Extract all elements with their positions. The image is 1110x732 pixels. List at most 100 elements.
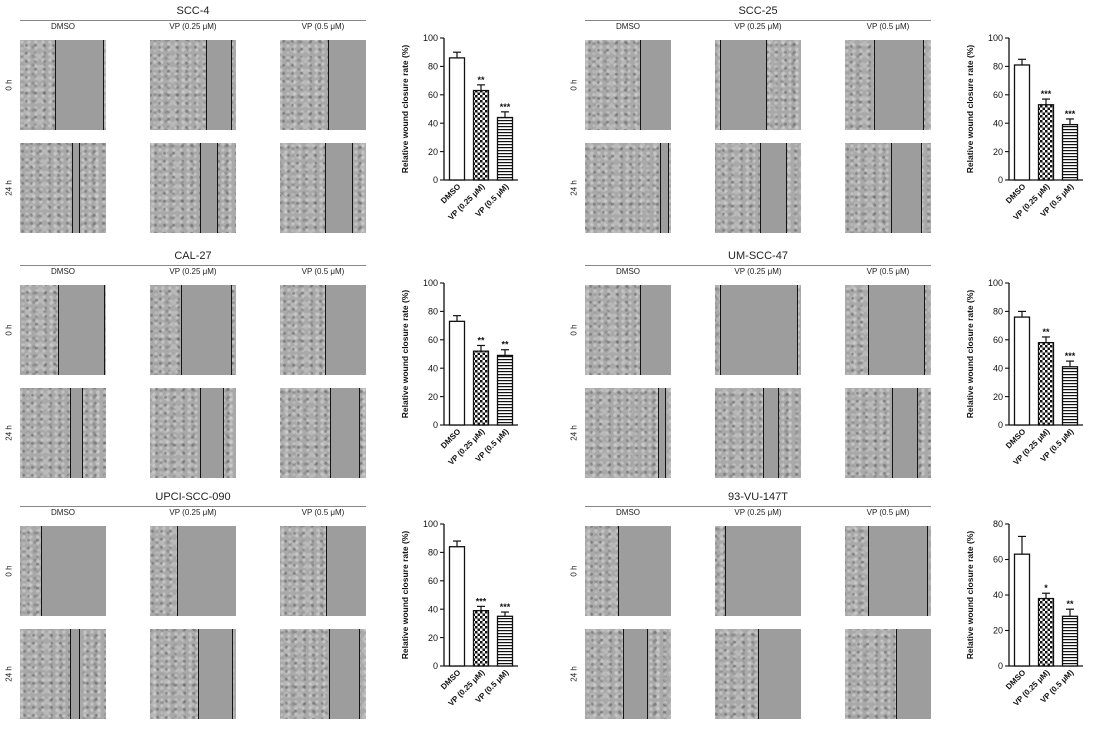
- time-label: 0 h: [3, 285, 15, 375]
- significance-label: ***: [500, 602, 511, 612]
- panel-title: UPCI-SCC-090: [155, 491, 231, 503]
- y-tick-label: 100: [988, 278, 1003, 288]
- wound-gap: [640, 285, 671, 375]
- y-tick-label: 100: [423, 33, 438, 43]
- significance-label: ***: [1041, 89, 1052, 99]
- bar: [1061, 366, 1079, 426]
- wound-gap: [326, 526, 366, 616]
- wound-image: [715, 629, 801, 719]
- wound-gap: [70, 388, 83, 478]
- panel-2: SCC-25 DMSO VP (0.25 μM) VP (0.5 μM) 0 h 24 h…: [565, 5, 1110, 246]
- wound-image: [845, 143, 931, 233]
- title-rule: [585, 20, 931, 21]
- y-tick-label: 80: [428, 548, 438, 558]
- condition-label: VP (0.5 μM): [866, 508, 910, 517]
- y-tick-label: 0: [998, 420, 1003, 430]
- time-label: 24 h: [568, 388, 580, 478]
- y-tick-label: 40: [993, 118, 1003, 128]
- wound-image: [20, 40, 106, 130]
- condition-label: VP (0.5 μM): [301, 22, 345, 31]
- panel-5: UPCI-SCC-090 DMSO VP (0.25 μM) VP (0.5 μM) 0…: [0, 491, 555, 732]
- condition-label: VP (0.25 μM): [169, 508, 217, 517]
- y-tick-label: 80: [428, 62, 438, 72]
- wound-image: [150, 40, 236, 130]
- panel-title: 93-VU-147T: [728, 491, 788, 503]
- time-label: 0 h: [3, 40, 15, 130]
- bar: [472, 350, 490, 426]
- condition-label: VP (0.25 μM): [169, 22, 217, 31]
- time-label: 24 h: [3, 388, 15, 478]
- title-rule: [20, 265, 366, 266]
- bar: [1013, 64, 1031, 181]
- y-tick-label: 40: [428, 118, 438, 128]
- wound-image: [20, 526, 106, 616]
- bar: [448, 320, 466, 426]
- time-label-text: 0 h: [569, 565, 579, 577]
- time-label-text: 0 h: [569, 79, 579, 91]
- significance-label: **: [1066, 599, 1074, 609]
- y-tick-label: 100: [423, 519, 438, 529]
- wound-gap: [623, 629, 648, 719]
- wound-image: [280, 526, 366, 616]
- wound-image: [20, 143, 106, 233]
- wound-image: [150, 285, 236, 375]
- time-label: 0 h: [568, 40, 580, 130]
- time-label: 24 h: [3, 629, 15, 719]
- wound-gap: [206, 40, 232, 130]
- wound-image: [150, 526, 236, 616]
- panel-title: CAL-27: [174, 250, 212, 262]
- time-label: 0 h: [568, 526, 580, 616]
- wound-image: [280, 143, 366, 233]
- y-axis-label: Relative wound closure rate (%): [400, 531, 410, 660]
- wound-image: [715, 40, 801, 130]
- panel-6: 93-VU-147T DMSO VP (0.25 μM) VP (0.5 μM) 0 h…: [565, 491, 1110, 732]
- y-tick-label: 0: [433, 420, 438, 430]
- significance-label: **: [1042, 327, 1050, 337]
- y-tick-label: 0: [433, 175, 438, 185]
- y-tick-label: 80: [993, 519, 1003, 529]
- y-tick-label: 60: [428, 576, 438, 586]
- condition-label: VP (0.5 μM): [301, 508, 345, 517]
- bar: [448, 57, 466, 181]
- y-axis-label: Relative wound closure rate (%): [965, 45, 975, 174]
- wound-gap: [177, 526, 236, 616]
- y-axis-label: Relative wound closure rate (%): [965, 531, 975, 660]
- bar: [1013, 553, 1031, 667]
- wound-image: [715, 526, 801, 616]
- title-rule: [585, 265, 931, 266]
- bar: [1061, 615, 1079, 667]
- bar: [1037, 341, 1055, 426]
- wound-gap: [868, 526, 928, 616]
- wound-image: [845, 388, 931, 478]
- significance-label: ***: [1065, 351, 1076, 361]
- y-tick-label: 40: [428, 604, 438, 614]
- wound-gap: [41, 526, 106, 616]
- panel-1: SCC-4 DMSO VP (0.25 μM) VP (0.5 μM) 0 h 24 h 0…: [0, 5, 555, 246]
- wound-image: [585, 143, 671, 233]
- wound-gap: [891, 143, 922, 233]
- condition-label: DMSO: [616, 267, 640, 276]
- time-label-text: 0 h: [4, 79, 14, 91]
- time-label-text: 24 h: [569, 180, 579, 196]
- wound-image: [585, 40, 671, 130]
- wound-gap: [640, 40, 671, 130]
- y-tick-label: 100: [423, 278, 438, 288]
- significance-label: **: [477, 75, 485, 85]
- wound-gap: [198, 629, 233, 719]
- wound-image: [150, 629, 236, 719]
- wound-gap: [874, 40, 924, 130]
- wound-image: [20, 388, 106, 478]
- wound-image: [20, 629, 106, 719]
- wound-gap: [58, 285, 105, 375]
- y-tick-label: 40: [993, 363, 1003, 373]
- y-tick-label: 20: [428, 392, 438, 402]
- time-label-text: 24 h: [4, 425, 14, 441]
- bar-chart: 0 20 40 60 80 100 Relative wound closure rate …: [400, 33, 518, 222]
- wound-image: [280, 40, 366, 130]
- wound-gap: [892, 388, 918, 478]
- wound-gap: [330, 388, 360, 478]
- y-tick-label: 60: [428, 90, 438, 100]
- panel-4: UM-SCC-47 DMSO VP (0.25 μM) VP (0.5 μM) 0 h 2…: [565, 250, 1110, 491]
- condition-label: VP (0.25 μM): [734, 267, 782, 276]
- panel-3: CAL-27 DMSO VP (0.25 μM) VP (0.5 μM) 0 h 24 h…: [0, 250, 555, 491]
